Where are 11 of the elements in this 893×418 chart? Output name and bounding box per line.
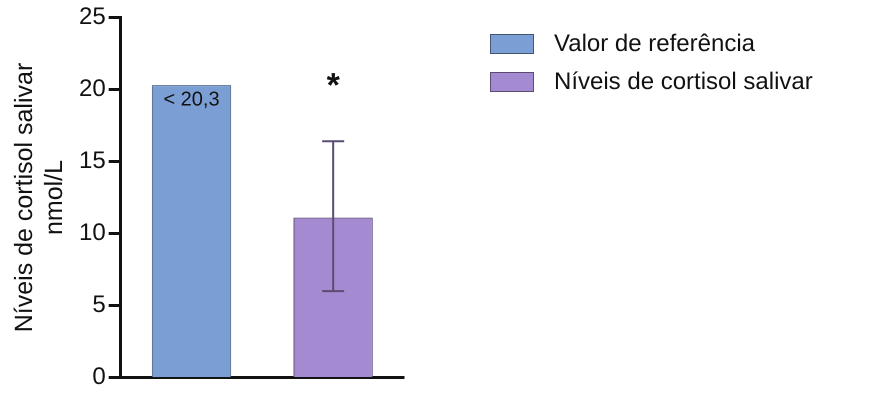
- legend-label: Valor de referência: [554, 30, 755, 58]
- data-label: < 20,3: [163, 88, 220, 111]
- y-tick-label: 0: [92, 363, 106, 390]
- y-tick-label: 10: [78, 219, 106, 246]
- annotation: *: [326, 66, 341, 104]
- y-tick-label: 25: [78, 3, 106, 30]
- legend-label: Níveis de cortisol salivar: [554, 68, 813, 96]
- y-axis-title: Níveis de cortisol salivar nmol/L: [10, 62, 68, 332]
- y-tick-label: 20: [78, 75, 106, 102]
- y-tick-label: 15: [78, 147, 106, 174]
- y-tick-label: 5: [92, 291, 106, 318]
